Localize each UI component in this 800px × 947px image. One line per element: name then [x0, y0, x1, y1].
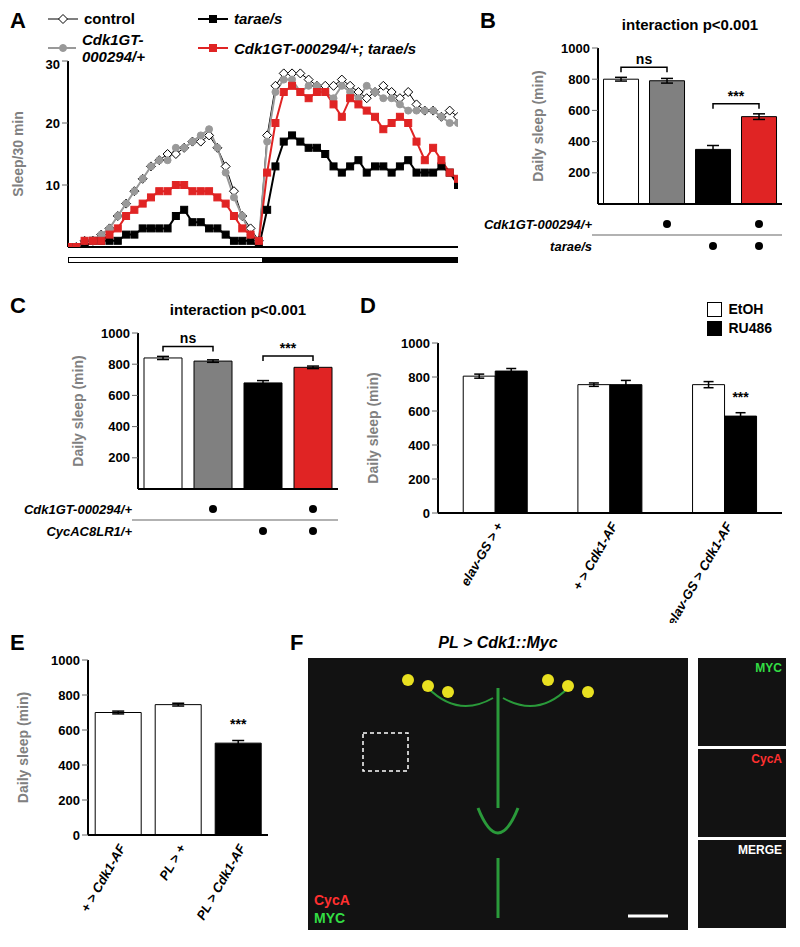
svg-text:1000: 1000 [401, 336, 430, 351]
svg-text:Sleep/30 min: Sleep/30 min [10, 111, 26, 197]
html-text:Cdk1GT-000294/+: Cdk1GT-000294/+ [81, 31, 145, 65]
svg-text:interaction p<0.001: interaction p<0.001 [622, 16, 758, 33]
svg-text:0: 0 [423, 506, 430, 521]
svg-text:600: 600 [568, 103, 590, 118]
svg-text:ns: ns [180, 330, 197, 346]
svg-text:tarae/s: tarae/s [550, 239, 592, 254]
svg-text:400: 400 [58, 758, 80, 773]
html-text:Cdk1GT-000294/+; tarae/s: Cdk1GT-000294/+; tarae/s [234, 39, 417, 57]
svg-text:10: 10 [46, 178, 60, 193]
svg-text:600: 600 [408, 404, 430, 419]
svg-text:1000: 1000 [101, 326, 130, 341]
svg-text:200: 200 [568, 165, 590, 180]
svg-text:elav-GS > +: elav-GS > + [458, 519, 507, 588]
html-text:MERGE: MERGE [738, 843, 782, 857]
html-text:EtOH: EtOH [728, 301, 764, 317]
svg-text:1000: 1000 [561, 41, 590, 56]
html-text:tarae/s: tarae/s [234, 10, 283, 27]
svg-text:1000: 1000 [51, 653, 80, 668]
html-text:CycA: CycA [751, 752, 782, 766]
svg-text:400: 400 [568, 134, 590, 149]
svg-text:ns: ns [636, 51, 653, 67]
svg-text:***: *** [230, 716, 247, 732]
svg-text:Daily sleep (min): Daily sleep (min) [365, 372, 381, 483]
svg-text:PL > Cdk1-AF: PL > Cdk1-AF [193, 841, 249, 923]
html-text:D: D [360, 293, 376, 318]
html-text:A: A [10, 8, 26, 33]
svg-text:Cdk1GT-000294/+: Cdk1GT-000294/+ [484, 217, 592, 232]
html-text:B: B [480, 8, 496, 33]
svg-text:800: 800 [568, 72, 590, 87]
svg-text:800: 800 [408, 370, 430, 385]
svg-text:800: 800 [108, 357, 130, 372]
svg-text:0: 0 [73, 828, 80, 843]
svg-text:+ > Cdk1-AF: + > Cdk1-AF [570, 519, 621, 593]
svg-text:***: *** [732, 389, 749, 405]
html-text:MYC: MYC [755, 661, 782, 675]
svg-text:+ > Cdk1-AF: + > Cdk1-AF [78, 841, 129, 915]
svg-text:interaction p<0.001: interaction p<0.001 [170, 301, 306, 318]
svg-text:***: *** [728, 88, 745, 104]
svg-text:800: 800 [58, 688, 80, 703]
svg-text:600: 600 [108, 388, 130, 403]
svg-text:200: 200 [58, 793, 80, 808]
svg-text:20: 20 [46, 116, 60, 131]
svg-text:PL > +: PL > + [156, 841, 189, 882]
html-text:RU486: RU486 [728, 320, 772, 336]
html-text:MYC: MYC [314, 910, 346, 926]
svg-text:400: 400 [108, 419, 130, 434]
html-text:C: C [10, 293, 26, 318]
svg-text:600: 600 [58, 723, 80, 738]
svg-text:elav-GS > Cdk1-AF: elav-GS > Cdk1-AF [664, 519, 736, 623]
svg-text:Daily sleep (min): Daily sleep (min) [530, 70, 546, 181]
html-text:PL > Cdk1::Myc: PL > Cdk1::Myc [438, 634, 558, 651]
svg-text:400: 400 [408, 438, 430, 453]
svg-text:200: 200 [108, 450, 130, 465]
svg-text:Cdk1GT-000294/+: Cdk1GT-000294/+ [24, 502, 132, 517]
html-text:control: control [84, 10, 135, 27]
html-text:F: F [290, 630, 304, 655]
html-text:E: E [10, 630, 25, 655]
svg-text:30: 30 [46, 57, 60, 72]
svg-text:200: 200 [408, 472, 430, 487]
svg-text:Daily sleep (min): Daily sleep (min) [70, 355, 86, 466]
svg-text:***: *** [280, 340, 297, 356]
svg-text:Daily sleep (min): Daily sleep (min) [15, 692, 31, 803]
svg-text:CycAC8LR1/+: CycAC8LR1/+ [46, 524, 132, 539]
html-text:CycA: CycA [314, 892, 350, 908]
